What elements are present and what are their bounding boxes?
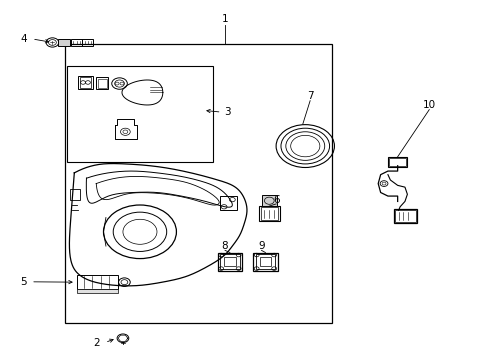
Text: 6: 6 bbox=[272, 195, 279, 204]
Bar bbox=[217, 252, 242, 271]
Text: 8: 8 bbox=[221, 241, 228, 251]
Text: 1: 1 bbox=[221, 14, 228, 24]
Text: 3: 3 bbox=[224, 107, 230, 117]
Bar bbox=[77, 289, 118, 293]
Bar bbox=[255, 254, 275, 269]
Bar bbox=[220, 196, 237, 210]
Bar bbox=[261, 195, 277, 206]
Bar bbox=[58, 39, 70, 46]
Bar bbox=[77, 275, 118, 289]
Bar bbox=[393, 209, 416, 223]
Bar bbox=[67, 66, 212, 162]
Bar bbox=[70, 189, 80, 200]
Bar bbox=[259, 206, 279, 221]
Text: 2: 2 bbox=[93, 338, 100, 347]
Bar bbox=[98, 78, 107, 88]
Text: 9: 9 bbox=[258, 241, 264, 251]
Text: 4: 4 bbox=[20, 34, 26, 44]
Text: 10: 10 bbox=[422, 100, 435, 110]
Bar bbox=[253, 252, 277, 271]
Bar bbox=[220, 254, 239, 269]
Bar bbox=[96, 77, 108, 89]
Bar bbox=[80, 77, 91, 88]
Text: 7: 7 bbox=[306, 91, 313, 101]
Bar bbox=[71, 39, 81, 46]
Bar bbox=[394, 210, 415, 222]
Bar bbox=[224, 257, 235, 266]
Bar bbox=[82, 39, 93, 46]
Bar bbox=[388, 158, 405, 166]
Bar bbox=[64, 44, 331, 323]
Bar bbox=[78, 76, 93, 89]
Bar bbox=[387, 157, 407, 167]
Bar bbox=[259, 257, 271, 266]
Bar bbox=[260, 207, 278, 220]
Text: 5: 5 bbox=[20, 277, 26, 287]
